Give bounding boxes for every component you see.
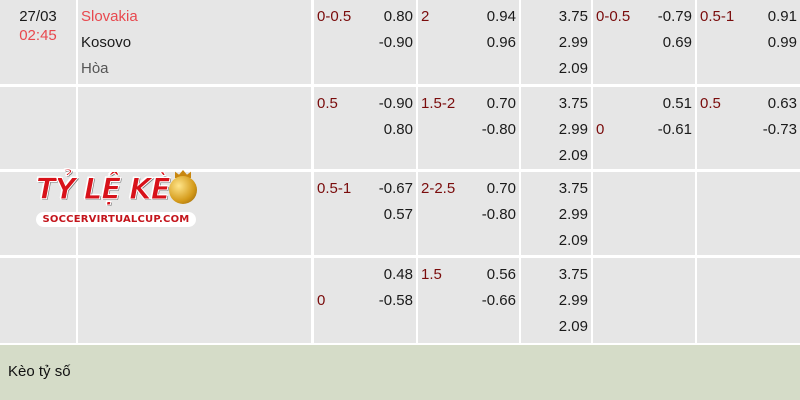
- odds-value[interactable]: -0.79: [657, 8, 692, 25]
- odds-value[interactable]: -0.66: [481, 292, 516, 309]
- odds-value[interactable]: 3.75: [558, 95, 588, 112]
- odds-value[interactable]: 0.96: [486, 34, 516, 51]
- handicap-line: 1.5: [421, 266, 442, 283]
- odds-value[interactable]: -0.73: [762, 121, 797, 138]
- date-cell: [0, 258, 76, 343]
- draw-label: Hòa: [81, 60, 109, 77]
- odds-value[interactable]: 0.70: [486, 95, 516, 112]
- away-team[interactable]: Kosovo: [81, 34, 132, 51]
- odds-cell: 1.5-2 0.70 -0.80: [418, 87, 519, 169]
- odds-value[interactable]: 0.51: [662, 95, 692, 112]
- handicap-line: 0.5: [317, 95, 338, 112]
- soccer-ball-icon: [169, 176, 197, 204]
- crown-icon: [175, 170, 191, 178]
- odds-cell: 0.5-1 0.91 0.99: [697, 0, 800, 84]
- odds-value[interactable]: 0.91: [767, 8, 797, 25]
- odds-cell: [593, 258, 695, 343]
- odds-value[interactable]: 2.99: [558, 206, 588, 223]
- odds-value[interactable]: 3.75: [558, 8, 588, 25]
- odds-value[interactable]: -0.90: [378, 95, 413, 112]
- odds-value[interactable]: -0.67: [378, 180, 413, 197]
- odds-cell: 3.75 2.99 2.09: [521, 0, 591, 84]
- odds-cell: 3.75 2.99 2.09: [521, 258, 591, 343]
- handicap-line: 0-0.5: [596, 8, 631, 25]
- odds-cell: 0.5 -0.90 0.80: [314, 87, 416, 169]
- logo-site: SOCCERVIRTUALCUP.COM: [36, 212, 196, 227]
- odds-value[interactable]: 2.09: [558, 147, 588, 164]
- handicap-line: 0.5: [700, 95, 721, 112]
- odds-cell: 0 0.51 -0.61: [593, 87, 695, 169]
- odds-cell: 0.5 0.63 -0.73: [697, 87, 800, 169]
- logo-title: TỶ LỆ KÈO: [35, 172, 194, 207]
- odds-value[interactable]: 2.99: [558, 292, 588, 309]
- odds-cell: 0-0.5 0.80 -0.90: [314, 0, 416, 84]
- odds-value[interactable]: -0.80: [481, 206, 516, 223]
- handicap-line: 2: [421, 8, 430, 25]
- handicap-line: 0.5-1: [700, 8, 735, 25]
- odds-value[interactable]: 0.70: [486, 180, 516, 197]
- odds-value[interactable]: -0.80: [481, 121, 516, 138]
- odds-value[interactable]: 0.99: [767, 34, 797, 51]
- match-date: 27/03: [19, 8, 57, 25]
- handicap-line: 1.5-2: [421, 95, 456, 112]
- odds-value[interactable]: 2.99: [558, 34, 588, 51]
- handicap-line: 0: [596, 121, 605, 138]
- odds-cell: 3.75 2.99 2.09: [521, 172, 591, 255]
- odds-value[interactable]: 2.09: [558, 232, 588, 249]
- odds-cell: 0-0.5 -0.79 0.69: [593, 0, 695, 84]
- odds-value[interactable]: 0.63: [767, 95, 797, 112]
- section-header-correct-score[interactable]: Kèo tỷ số: [0, 345, 800, 400]
- odds-cell: 1.5 0.56 -0.66: [418, 258, 519, 343]
- odds-value[interactable]: 0.57: [383, 206, 413, 223]
- section-title: Kèo tỷ số: [8, 363, 71, 380]
- odds-value[interactable]: 2.99: [558, 121, 588, 138]
- odds-cell: 3.75 2.99 2.09: [521, 87, 591, 169]
- odds-value[interactable]: -0.90: [378, 34, 413, 51]
- odds-value[interactable]: 0.80: [383, 8, 413, 25]
- odds-value[interactable]: 0.48: [383, 266, 413, 283]
- odds-value[interactable]: -0.58: [378, 292, 413, 309]
- teams-cell: Slovakia Kosovo Hòa: [78, 0, 311, 84]
- odds-cell: 2 0.94 0.96: [418, 0, 519, 84]
- odds-value[interactable]: 0.69: [662, 34, 692, 51]
- match-time: 02:45: [19, 27, 57, 44]
- date-cell: [0, 87, 76, 169]
- date-cell: 27/03 02:45: [0, 0, 76, 84]
- odds-value[interactable]: 2.09: [558, 318, 588, 335]
- odds-cell: 0.5-1 -0.67 0.57: [314, 172, 416, 255]
- handicap-line: 2-2.5: [421, 180, 456, 197]
- odds-value[interactable]: 3.75: [558, 266, 588, 283]
- odds-cell: [697, 172, 800, 255]
- odds-cell: 0 0.48 -0.58: [314, 258, 416, 343]
- odds-value[interactable]: 0.94: [486, 8, 516, 25]
- odds-value[interactable]: 2.09: [558, 60, 588, 77]
- odds-value[interactable]: 0.80: [383, 121, 413, 138]
- odds-value[interactable]: 3.75: [558, 180, 588, 197]
- handicap-line: 0.5-1: [317, 180, 352, 197]
- odds-cell: 2-2.5 0.70 -0.80: [418, 172, 519, 255]
- handicap-line: 0: [317, 292, 326, 309]
- odds-cell: [697, 258, 800, 343]
- handicap-line: 0-0.5: [317, 8, 352, 25]
- odds-value[interactable]: -0.61: [657, 121, 692, 138]
- home-team[interactable]: Slovakia: [81, 8, 138, 25]
- watermark-logo: TỶ LỆ KÈO SOCCERVIRTUALCUP.COM: [34, 170, 200, 232]
- teams-cell: [78, 87, 311, 169]
- teams-cell: [78, 258, 311, 343]
- odds-value[interactable]: 0.56: [486, 266, 516, 283]
- odds-cell: [593, 172, 695, 255]
